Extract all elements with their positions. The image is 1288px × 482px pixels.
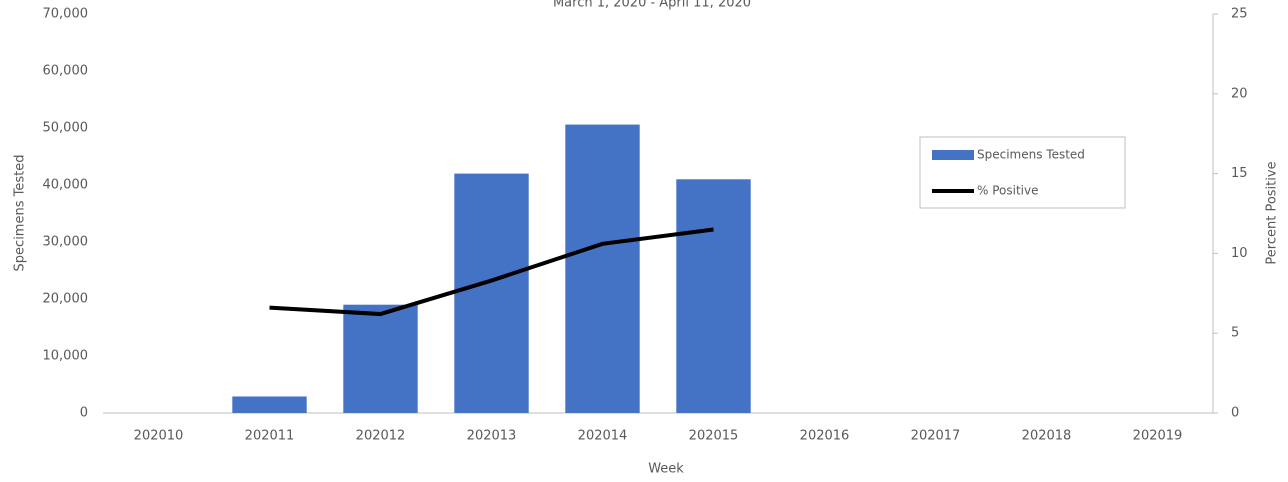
y2-tick-label: 20 xyxy=(1231,86,1248,101)
y2-tick-label: 10 xyxy=(1231,246,1248,261)
y2-tick-label: 25 xyxy=(1231,7,1248,22)
x-tick-label: 202014 xyxy=(578,429,628,444)
y2-axis-label: Percent Positive xyxy=(1265,161,1280,264)
legend-box xyxy=(919,136,1126,209)
x-tick-label: 202010 xyxy=(134,429,184,444)
x-tick-label: 202015 xyxy=(689,429,739,444)
x-tick-label: 202016 xyxy=(800,429,850,444)
y-tick-label: 50,000 xyxy=(43,121,89,136)
line xyxy=(269,227,714,317)
legend-label: Specimens Tested xyxy=(977,148,1085,162)
y-tick-label: 70,000 xyxy=(43,7,89,22)
y-tick-label: 40,000 xyxy=(43,178,89,193)
y-tick-label: 0 xyxy=(80,406,88,421)
x-tick-label: 202017 xyxy=(911,429,961,444)
x-axis-label: Week xyxy=(648,462,684,477)
x-tick-label: 202018 xyxy=(1022,429,1072,444)
bar xyxy=(232,396,307,413)
y2-tick-label: 5 xyxy=(1231,326,1239,341)
x-tick-label: 202013 xyxy=(467,429,517,444)
bar xyxy=(676,179,751,413)
bar xyxy=(343,304,418,413)
y2-tick-label: 0 xyxy=(1231,406,1239,421)
x-tick-label: 202019 xyxy=(1133,429,1183,444)
y-tick-label: 60,000 xyxy=(43,64,89,79)
y-axis-label: Specimens Tested xyxy=(13,155,28,272)
x-tick-label: 202011 xyxy=(245,429,295,444)
legend-label: % Positive xyxy=(977,184,1038,198)
x-tick-label: 202012 xyxy=(356,429,406,444)
y-tick-label: 30,000 xyxy=(43,235,89,250)
y-tick-label: 20,000 xyxy=(43,292,89,307)
bar xyxy=(565,124,640,413)
bar xyxy=(454,173,529,413)
y-tick-label: 10,000 xyxy=(43,349,89,364)
legend-swatch xyxy=(932,150,974,160)
y2-tick-label: 15 xyxy=(1231,166,1248,181)
chart-subtitle: March 1, 2020 - April 11, 2020 xyxy=(553,0,751,11)
